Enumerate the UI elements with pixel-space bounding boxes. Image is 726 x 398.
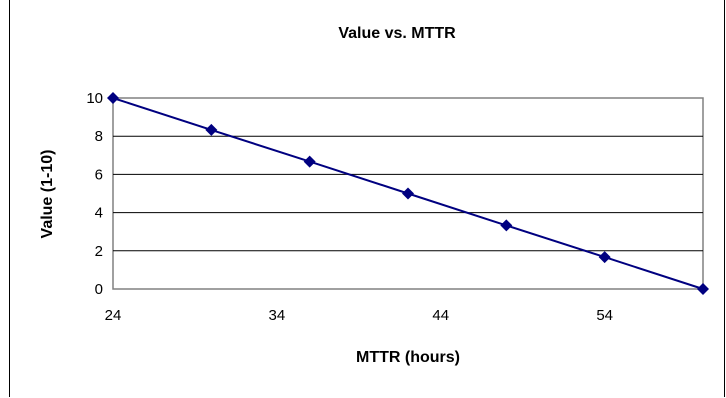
x-tick-label: 54: [596, 307, 613, 324]
y-tick-label: 0: [95, 281, 103, 298]
data-point: [598, 251, 611, 264]
data-point: [205, 123, 218, 136]
series-markers: [107, 92, 709, 295]
chart-frame: [9, 0, 725, 397]
plot-area: [112, 97, 704, 290]
chart-title: Value vs. MTTR: [338, 25, 456, 42]
x-tick-label: 44: [432, 307, 449, 324]
data-point: [303, 155, 316, 168]
data-point: [697, 283, 709, 295]
x-tick-label: 24: [105, 307, 122, 324]
x-tick-label: 34: [269, 307, 286, 324]
y-tick-label: 4: [95, 205, 103, 222]
x-axis-label: MTTR (hours): [356, 349, 460, 366]
y-tick-label: 8: [95, 128, 103, 145]
data-point: [500, 219, 513, 232]
x-tick-labels: 24 34 44 54: [105, 307, 613, 324]
y-tick-labels: 0 2 4 6 8 10: [86, 90, 103, 298]
y-tick-label: 10: [86, 90, 103, 107]
y-axis-label: Value (1-10): [39, 150, 56, 239]
data-point: [107, 92, 119, 104]
y-tick-label: 2: [95, 243, 103, 260]
y-tick-label: 6: [95, 166, 103, 183]
gridlines: [113, 135, 703, 252]
data-point: [402, 187, 414, 200]
